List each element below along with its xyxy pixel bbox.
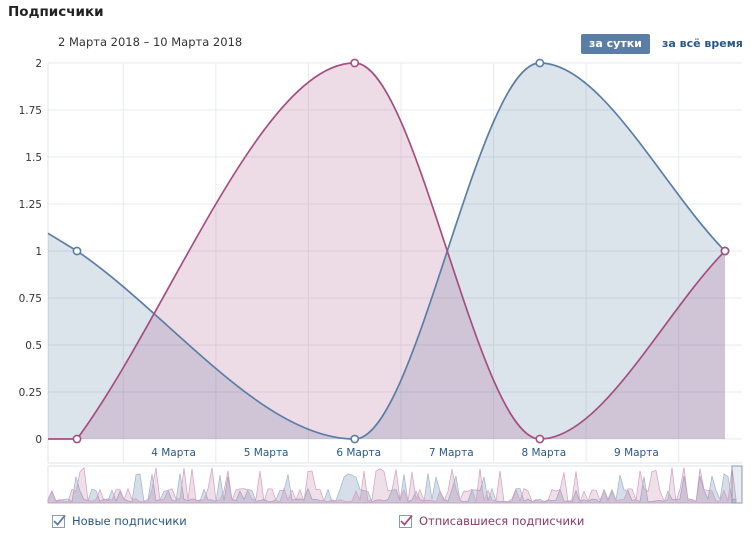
navigator-handle bbox=[731, 465, 743, 504]
navigator-series-unsub bbox=[47, 467, 737, 504]
data-point bbox=[72, 434, 82, 444]
checkbox-checked-icon[interactable] bbox=[52, 514, 66, 528]
y-tick-label: 0 bbox=[35, 434, 42, 446]
series-area bbox=[48, 63, 725, 439]
series-line bbox=[47, 62, 726, 440]
chart-lines bbox=[47, 62, 726, 440]
legend-unsubscribed[interactable]: Отписавшиеся подписчики bbox=[399, 514, 584, 528]
y-tick-label: 1.5 bbox=[25, 152, 42, 164]
legend-new-subscribers[interactable]: Новые подписчики bbox=[52, 514, 187, 528]
y-axis-ticks: 0 0.25 0.5 0.75 1 1.25 1.5 1.75 2 bbox=[19, 58, 42, 446]
period-all-button[interactable]: за всё время bbox=[662, 37, 743, 50]
data-point bbox=[72, 246, 82, 256]
x-axis-ticks: 4 Марта 5 Марта 6 Марта 7 Марта 8 Марта 9 Мар… bbox=[151, 447, 659, 459]
legend-label: Отписавшиеся подписчики bbox=[419, 514, 585, 528]
series-area bbox=[48, 63, 725, 439]
y-tick-label: 0.25 bbox=[19, 387, 42, 399]
x-tick-label: 6 Марта bbox=[336, 447, 381, 459]
chart-areas bbox=[48, 63, 725, 439]
checkbox-checked-icon[interactable] bbox=[399, 514, 413, 528]
x-tick-label: 8 Марта bbox=[521, 447, 566, 459]
data-point bbox=[535, 434, 545, 444]
data-point bbox=[350, 58, 360, 68]
data-point bbox=[720, 246, 730, 256]
legend-label: Новые подписчики bbox=[72, 514, 187, 528]
x-tick-label: 7 Марта bbox=[429, 447, 474, 459]
y-tick-label: 0.75 bbox=[19, 293, 42, 305]
x-tick-label: 4 Марта bbox=[151, 447, 196, 459]
y-tick-label: 2 bbox=[35, 58, 42, 70]
data-point bbox=[350, 434, 360, 444]
y-tick-label: 1 bbox=[35, 246, 42, 258]
x-tick-label: 5 Марта bbox=[244, 447, 289, 459]
x-tick-label: 9 Марта bbox=[614, 447, 659, 459]
period-day-button[interactable]: за сутки bbox=[581, 34, 650, 54]
y-tick-label: 0.5 bbox=[25, 340, 42, 352]
y-tick-label: 1.25 bbox=[19, 199, 42, 211]
series-line bbox=[48, 62, 726, 440]
data-point bbox=[535, 58, 545, 68]
chart-points bbox=[72, 58, 730, 444]
page-title: Подписчики bbox=[8, 4, 104, 20]
y-tick-label: 1.75 bbox=[19, 105, 42, 117]
date-range: 2 Марта 2018 – 10 Марта 2018 bbox=[58, 35, 243, 49]
range-navigator bbox=[47, 465, 743, 504]
